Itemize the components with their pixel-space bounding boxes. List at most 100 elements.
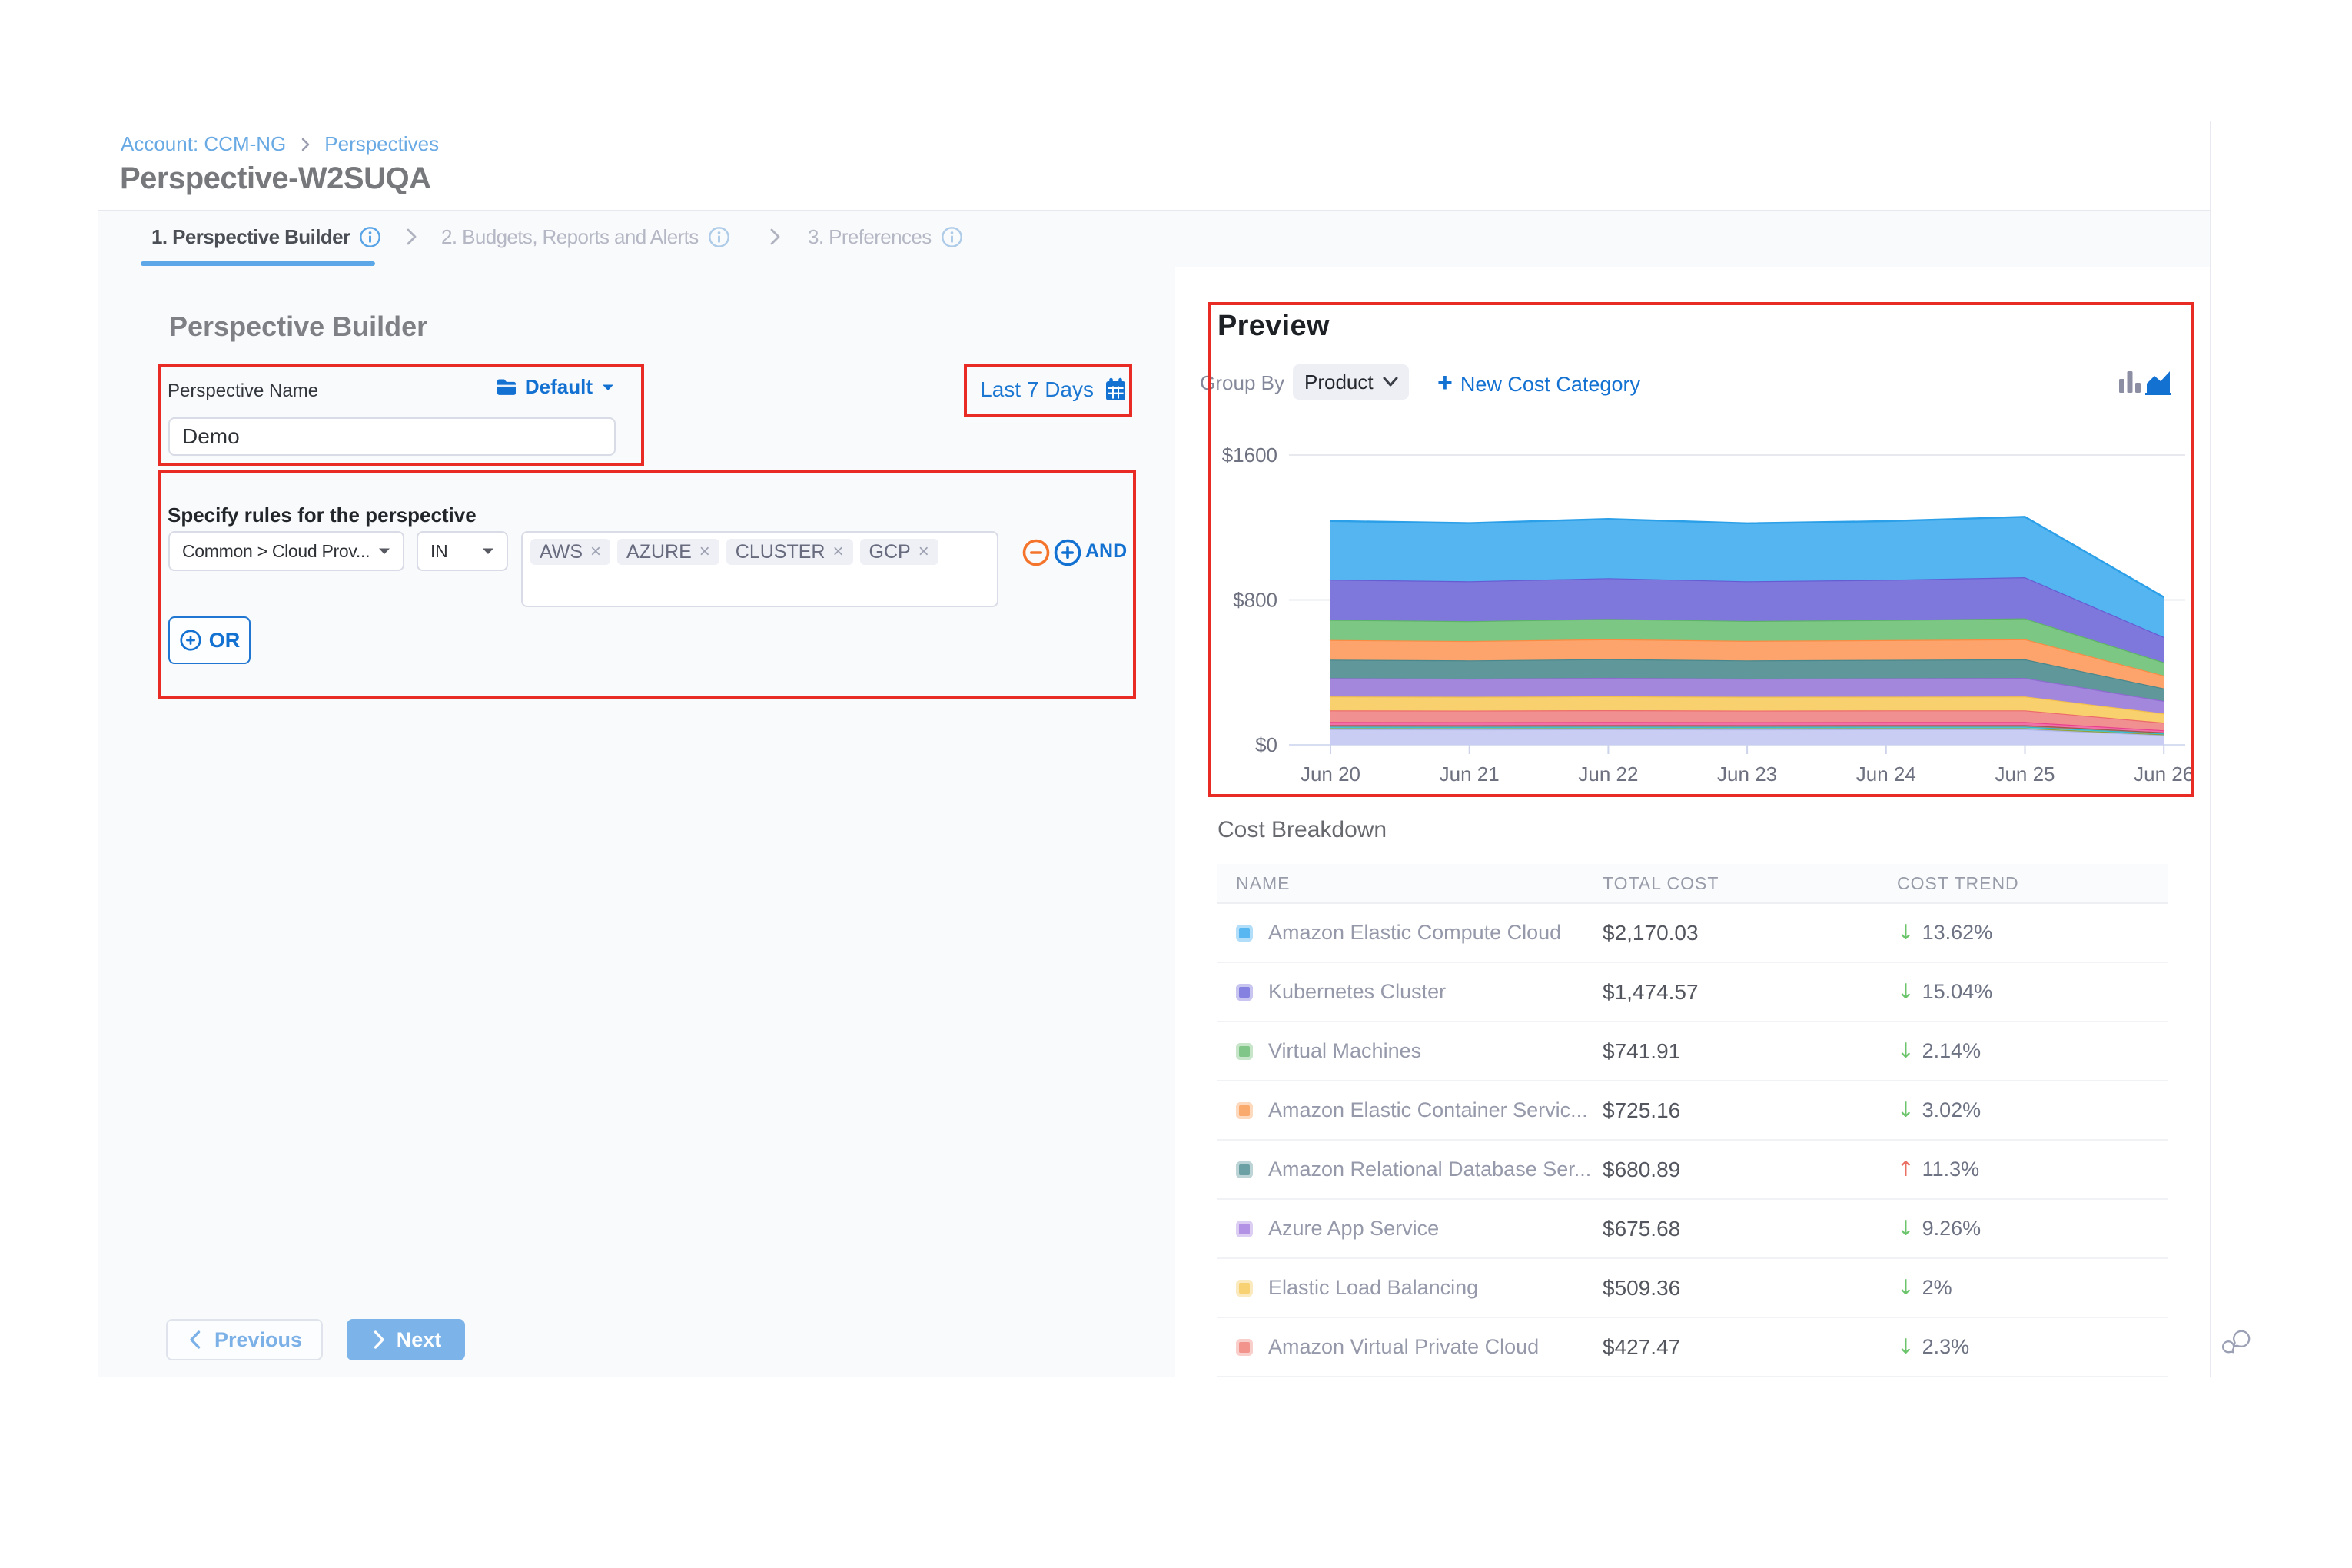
row-name-cell: Elastic Load Balancing	[1236, 1276, 1603, 1300]
column-header-name: NAME	[1236, 872, 1291, 893]
x-axis-label: Jun 23	[1717, 762, 1777, 786]
plus-circle-icon	[180, 630, 201, 651]
row-trend-cell: ↓ 3.02%	[1897, 1098, 2168, 1122]
tab-separator-chevron-icon	[765, 227, 785, 251]
breadcrumb: Account: CCM-NG Perspectives	[121, 132, 439, 156]
area-series-series-pink	[1330, 722, 2164, 733]
x-axis-label: Jun 22	[1578, 762, 1638, 786]
rule-operator-select[interactable]: IN	[417, 531, 508, 571]
plus-icon: +	[1437, 368, 1453, 397]
row-trend-cell: ↓ 15.04%	[1897, 980, 2168, 1004]
chip-remove-icon[interactable]: ×	[832, 541, 844, 562]
row-total-cost: $675.68	[1603, 1216, 1681, 1241]
calendar-icon	[1106, 377, 1125, 400]
chevron-down-icon	[379, 548, 390, 554]
cost-table-row[interactable]: Elastic Load Balancing $509.36 ↓ 2%	[1217, 1259, 2168, 1318]
cost-table-row[interactable]: Amazon Elastic Compute Cloud $2,170.03 ↓ 13…	[1217, 904, 2168, 963]
chip-remove-icon[interactable]: ×	[918, 541, 929, 562]
chip-remove-icon[interactable]: ×	[590, 541, 602, 562]
row-total-cost: $427.47	[1603, 1334, 1681, 1359]
row-trend-cell: ↑ 11.3%	[1897, 1158, 2168, 1181]
folder-select-label: Default	[524, 375, 593, 398]
chat-help-icon[interactable]	[2222, 1329, 2251, 1362]
area-chart-icon	[2145, 371, 2171, 395]
breadcrumb-chevron-icon	[297, 136, 314, 153]
cost-table-body: Amazon Elastic Compute Cloud $2,170.03 ↓ 13…	[1217, 904, 2168, 1377]
area-series-elastic-load-balancing	[1330, 696, 2164, 723]
area-series-line	[1330, 576, 2164, 638]
rule-value-chip: AWS ×	[530, 539, 611, 565]
group-by-select[interactable]: Product	[1293, 364, 1409, 400]
new-cost-category-button[interactable]: + New Cost Category	[1437, 368, 1640, 398]
add-rule-button[interactable]	[1053, 538, 1082, 571]
perspective-name-label: Perspective Name	[168, 380, 319, 401]
series-color-swatch	[1236, 1161, 1253, 1178]
or-button-label: OR	[208, 628, 241, 652]
header-divider	[98, 210, 2210, 211]
breadcrumb-account-link[interactable]: Account: CCM-NG	[121, 132, 287, 155]
folder-select[interactable]: Default	[496, 375, 616, 399]
cost-table-row[interactable]: Amazon Virtual Private Cloud $427.47 ↓ 2.3%	[1217, 1318, 2168, 1377]
and-operator-button[interactable]: AND	[1085, 540, 1128, 562]
row-name: Amazon Elastic Compute Cloud	[1268, 921, 1562, 944]
rule-value-chip-label: AWS	[540, 540, 583, 563]
cost-table-row[interactable]: Amazon Elastic Container Servic... $725.1…	[1217, 1081, 2168, 1141]
area-series-amazon-relational-database-service	[1330, 659, 2164, 701]
info-icon	[708, 226, 729, 247]
tab-separator-chevron-icon	[401, 227, 421, 251]
group-by-value: Product	[1304, 370, 1374, 394]
cost-table-row[interactable]: Azure App Service $675.68 ↓ 9.26%	[1217, 1200, 2168, 1259]
cost-preview-chart: $0 $800 $1600 Jun 20 Jun 21 Jun 22 Jun 23 Jun 2…	[1222, 443, 2194, 786]
cost-table-row[interactable]: Kubernetes Cluster $1,474.57 ↓ 15.04%	[1217, 963, 2168, 1022]
column-header-cost-trend: COST TREND	[1897, 872, 2019, 893]
area-series-line	[1330, 516, 2164, 598]
trend-down-arrow-icon: ↓	[1897, 921, 1915, 945]
series-color-swatch	[1236, 1042, 1253, 1060]
tab-perspective-builder[interactable]: 1. Perspective Builder	[151, 211, 381, 262]
next-button[interactable]: Next	[347, 1319, 465, 1360]
date-range-picker[interactable]: Last 7 Days	[980, 377, 1126, 402]
remove-rule-button[interactable]	[1022, 538, 1051, 571]
rule-value-chip-label: GCP	[869, 540, 911, 563]
y-axis-label: $1600	[1222, 443, 1277, 467]
chevron-left-icon	[190, 1330, 201, 1349]
y-axis-label: $800	[1233, 589, 1277, 612]
tab-budgets-reports-alerts[interactable]: 2. Budgets, Reports and Alerts	[441, 211, 730, 262]
previous-button[interactable]: Previous	[166, 1319, 323, 1360]
tab-preferences[interactable]: 3. Preferences	[808, 211, 963, 262]
cost-table-row[interactable]: Amazon Relational Database Ser... $680.89…	[1217, 1141, 2168, 1200]
chart-type-area-icon[interactable]	[2145, 368, 2171, 400]
row-cost-trend: 13.62%	[1922, 921, 1993, 944]
chevron-right-icon	[407, 228, 417, 245]
trend-down-arrow-icon: ↓	[1897, 1335, 1915, 1359]
y-axis-label: $0	[1255, 733, 1277, 756]
rule-values-input[interactable]: AWS × AZURE × CLUSTER × GCP ×	[521, 531, 998, 607]
row-name-cell: Kubernetes Cluster	[1236, 980, 1603, 1004]
breadcrumb-perspectives-link[interactable]: Perspectives	[324, 132, 440, 155]
rule-field-select[interactable]: Common > Cloud Prov...	[168, 531, 404, 571]
chip-remove-icon[interactable]: ×	[699, 541, 710, 562]
rule-value-chip-label: CLUSTER	[735, 540, 826, 563]
content-right-divider	[2210, 121, 2211, 1377]
page-title: Perspective-W2SUQA	[120, 161, 431, 195]
row-cost-trend: 9.26%	[1922, 1217, 1982, 1240]
row-cost-trend: 15.04%	[1922, 980, 1993, 1003]
chevron-right-icon	[374, 1330, 384, 1349]
rule-operator-value: IN	[430, 540, 448, 561]
cost-table-row[interactable]: Virtual Machines $741.91 ↓ 2.14%	[1217, 1022, 2168, 1081]
row-name: Elastic Load Balancing	[1268, 1276, 1479, 1299]
perspective-name-input[interactable]	[168, 417, 616, 456]
chart-type-bar-icon[interactable]	[2118, 368, 2142, 400]
trend-down-arrow-icon: ↓	[1897, 1039, 1915, 1063]
row-total-cost: $1,474.57	[1603, 979, 1699, 1004]
rule-value-chip: CLUSTER ×	[726, 539, 853, 565]
active-tab-underline	[141, 261, 375, 266]
row-cost-trend: 2.14%	[1922, 1039, 1982, 1062]
chevron-down-icon	[1383, 377, 1398, 387]
info-icon	[360, 226, 381, 247]
row-name-cell: Virtual Machines	[1236, 1039, 1603, 1063]
trend-down-arrow-icon: ↓	[1897, 980, 1915, 1004]
previous-button-label: Previous	[214, 1327, 303, 1351]
or-button[interactable]: OR	[168, 616, 251, 664]
